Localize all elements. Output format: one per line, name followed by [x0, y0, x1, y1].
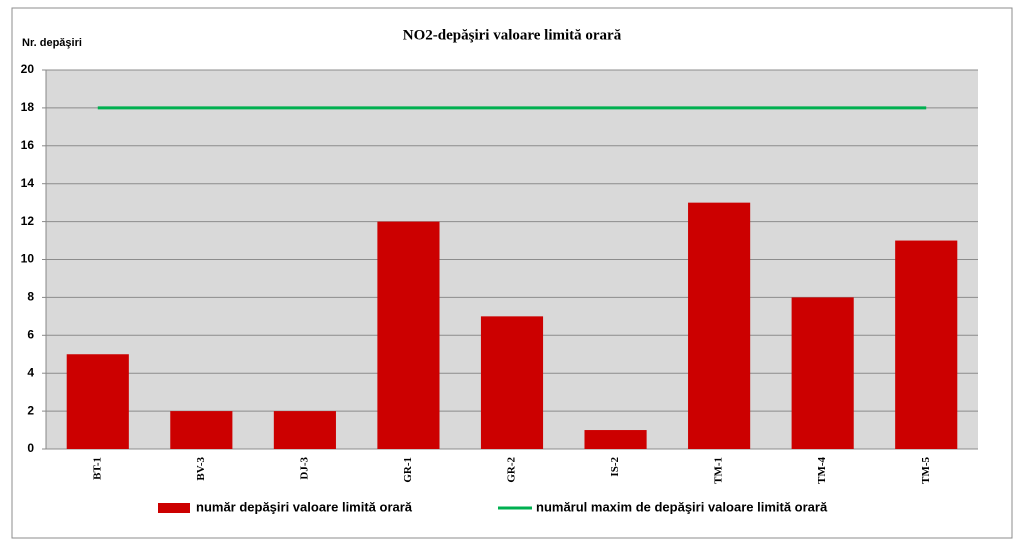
bar	[273, 411, 336, 449]
x-tick-label: IS-2	[609, 457, 621, 477]
y-tick-label: 0	[27, 441, 34, 455]
x-tick-label: GR-2	[506, 457, 518, 483]
bar	[584, 430, 647, 449]
y-tick-label: 6	[27, 327, 34, 341]
bar	[895, 240, 958, 449]
y-tick-label: 16	[21, 138, 35, 152]
y-axis-label: Nr. depăşiri	[22, 37, 82, 49]
x-tick-label: BV-3	[195, 457, 207, 481]
legend-label: numărul maxim de depăşiri valoare limită…	[536, 499, 828, 514]
bar	[66, 354, 129, 449]
x-tick-label: TM-1	[713, 457, 725, 484]
y-tick-label: 20	[21, 62, 35, 76]
y-tick-label: 10	[21, 252, 35, 266]
bar	[480, 316, 544, 449]
bar	[791, 297, 854, 449]
y-tick-label: 2	[27, 403, 34, 417]
bar	[170, 411, 233, 449]
x-tick-label: TM-4	[816, 457, 828, 484]
bar	[688, 202, 751, 449]
y-tick-label: 12	[21, 214, 35, 228]
chart-title: NO2-depăşiri valoare limită orară	[403, 27, 622, 43]
legend-label: număr depăşiri valoare limită orară	[196, 499, 413, 514]
y-tick-label: 4	[27, 365, 34, 379]
x-tick-label: GR-1	[402, 457, 414, 483]
x-tick-label: BT-1	[91, 457, 103, 480]
x-tick-label: DJ-3	[298, 457, 310, 480]
y-tick-label: 14	[21, 176, 35, 190]
y-tick-label: 8	[27, 290, 34, 304]
legend-swatch	[158, 503, 190, 513]
y-tick-label: 18	[21, 100, 35, 114]
x-tick-label: TM-5	[920, 457, 932, 484]
bar	[377, 221, 440, 449]
